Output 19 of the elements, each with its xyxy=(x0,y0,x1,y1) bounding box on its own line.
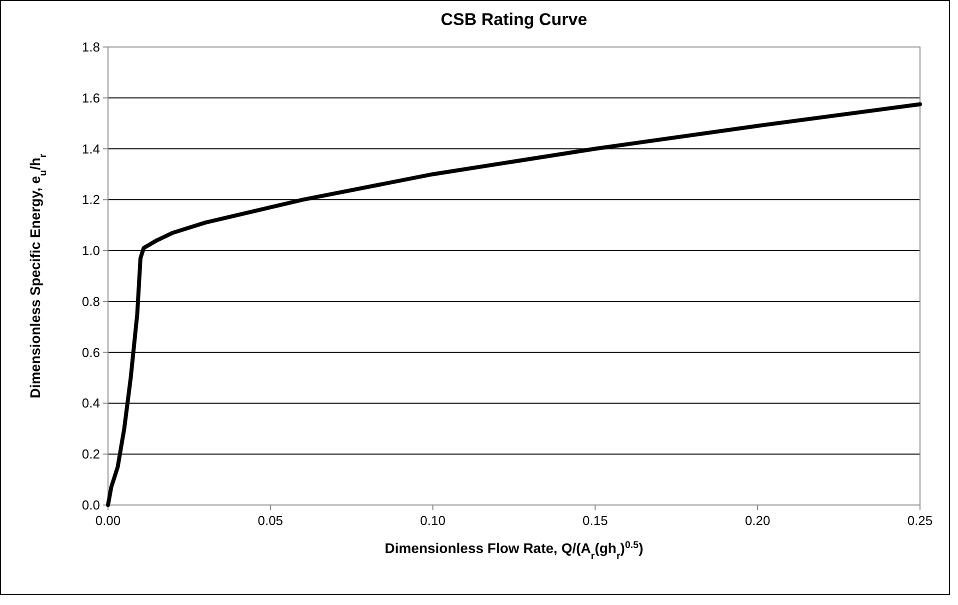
chart-title: CSB Rating Curve xyxy=(440,10,588,29)
x-tick-label: 0.25 xyxy=(907,513,933,528)
y-tick-label: 0.0 xyxy=(82,498,100,512)
x-tick-label: 0.20 xyxy=(744,513,770,528)
y-tick-label: 0.2 xyxy=(82,446,100,462)
line-series xyxy=(106,102,922,507)
x-axis-title: Dimensionless Flow Rate, Q/(A$_{r}$(gh$_{r}$)$^{0.5}$) xyxy=(384,540,644,562)
x-tick-label: 0.15 xyxy=(582,513,608,528)
y-tick-label: 1.0 xyxy=(82,243,100,258)
x-tick-label: 0.00 xyxy=(95,513,121,528)
x-tick-label: 0.10 xyxy=(420,513,446,528)
y-tick-label: 0.6 xyxy=(82,344,100,360)
x-tick-label: 0.05 xyxy=(258,513,284,528)
y-tick-label: 1.2 xyxy=(82,192,100,208)
y-tick-label: 1.8 xyxy=(82,40,100,54)
y-tick-label: 0.8 xyxy=(82,294,100,309)
y-tick-label: 1.4 xyxy=(82,141,100,156)
y-tick-label: 0.4 xyxy=(82,396,100,411)
y-tick-label: 1.6 xyxy=(82,90,100,106)
